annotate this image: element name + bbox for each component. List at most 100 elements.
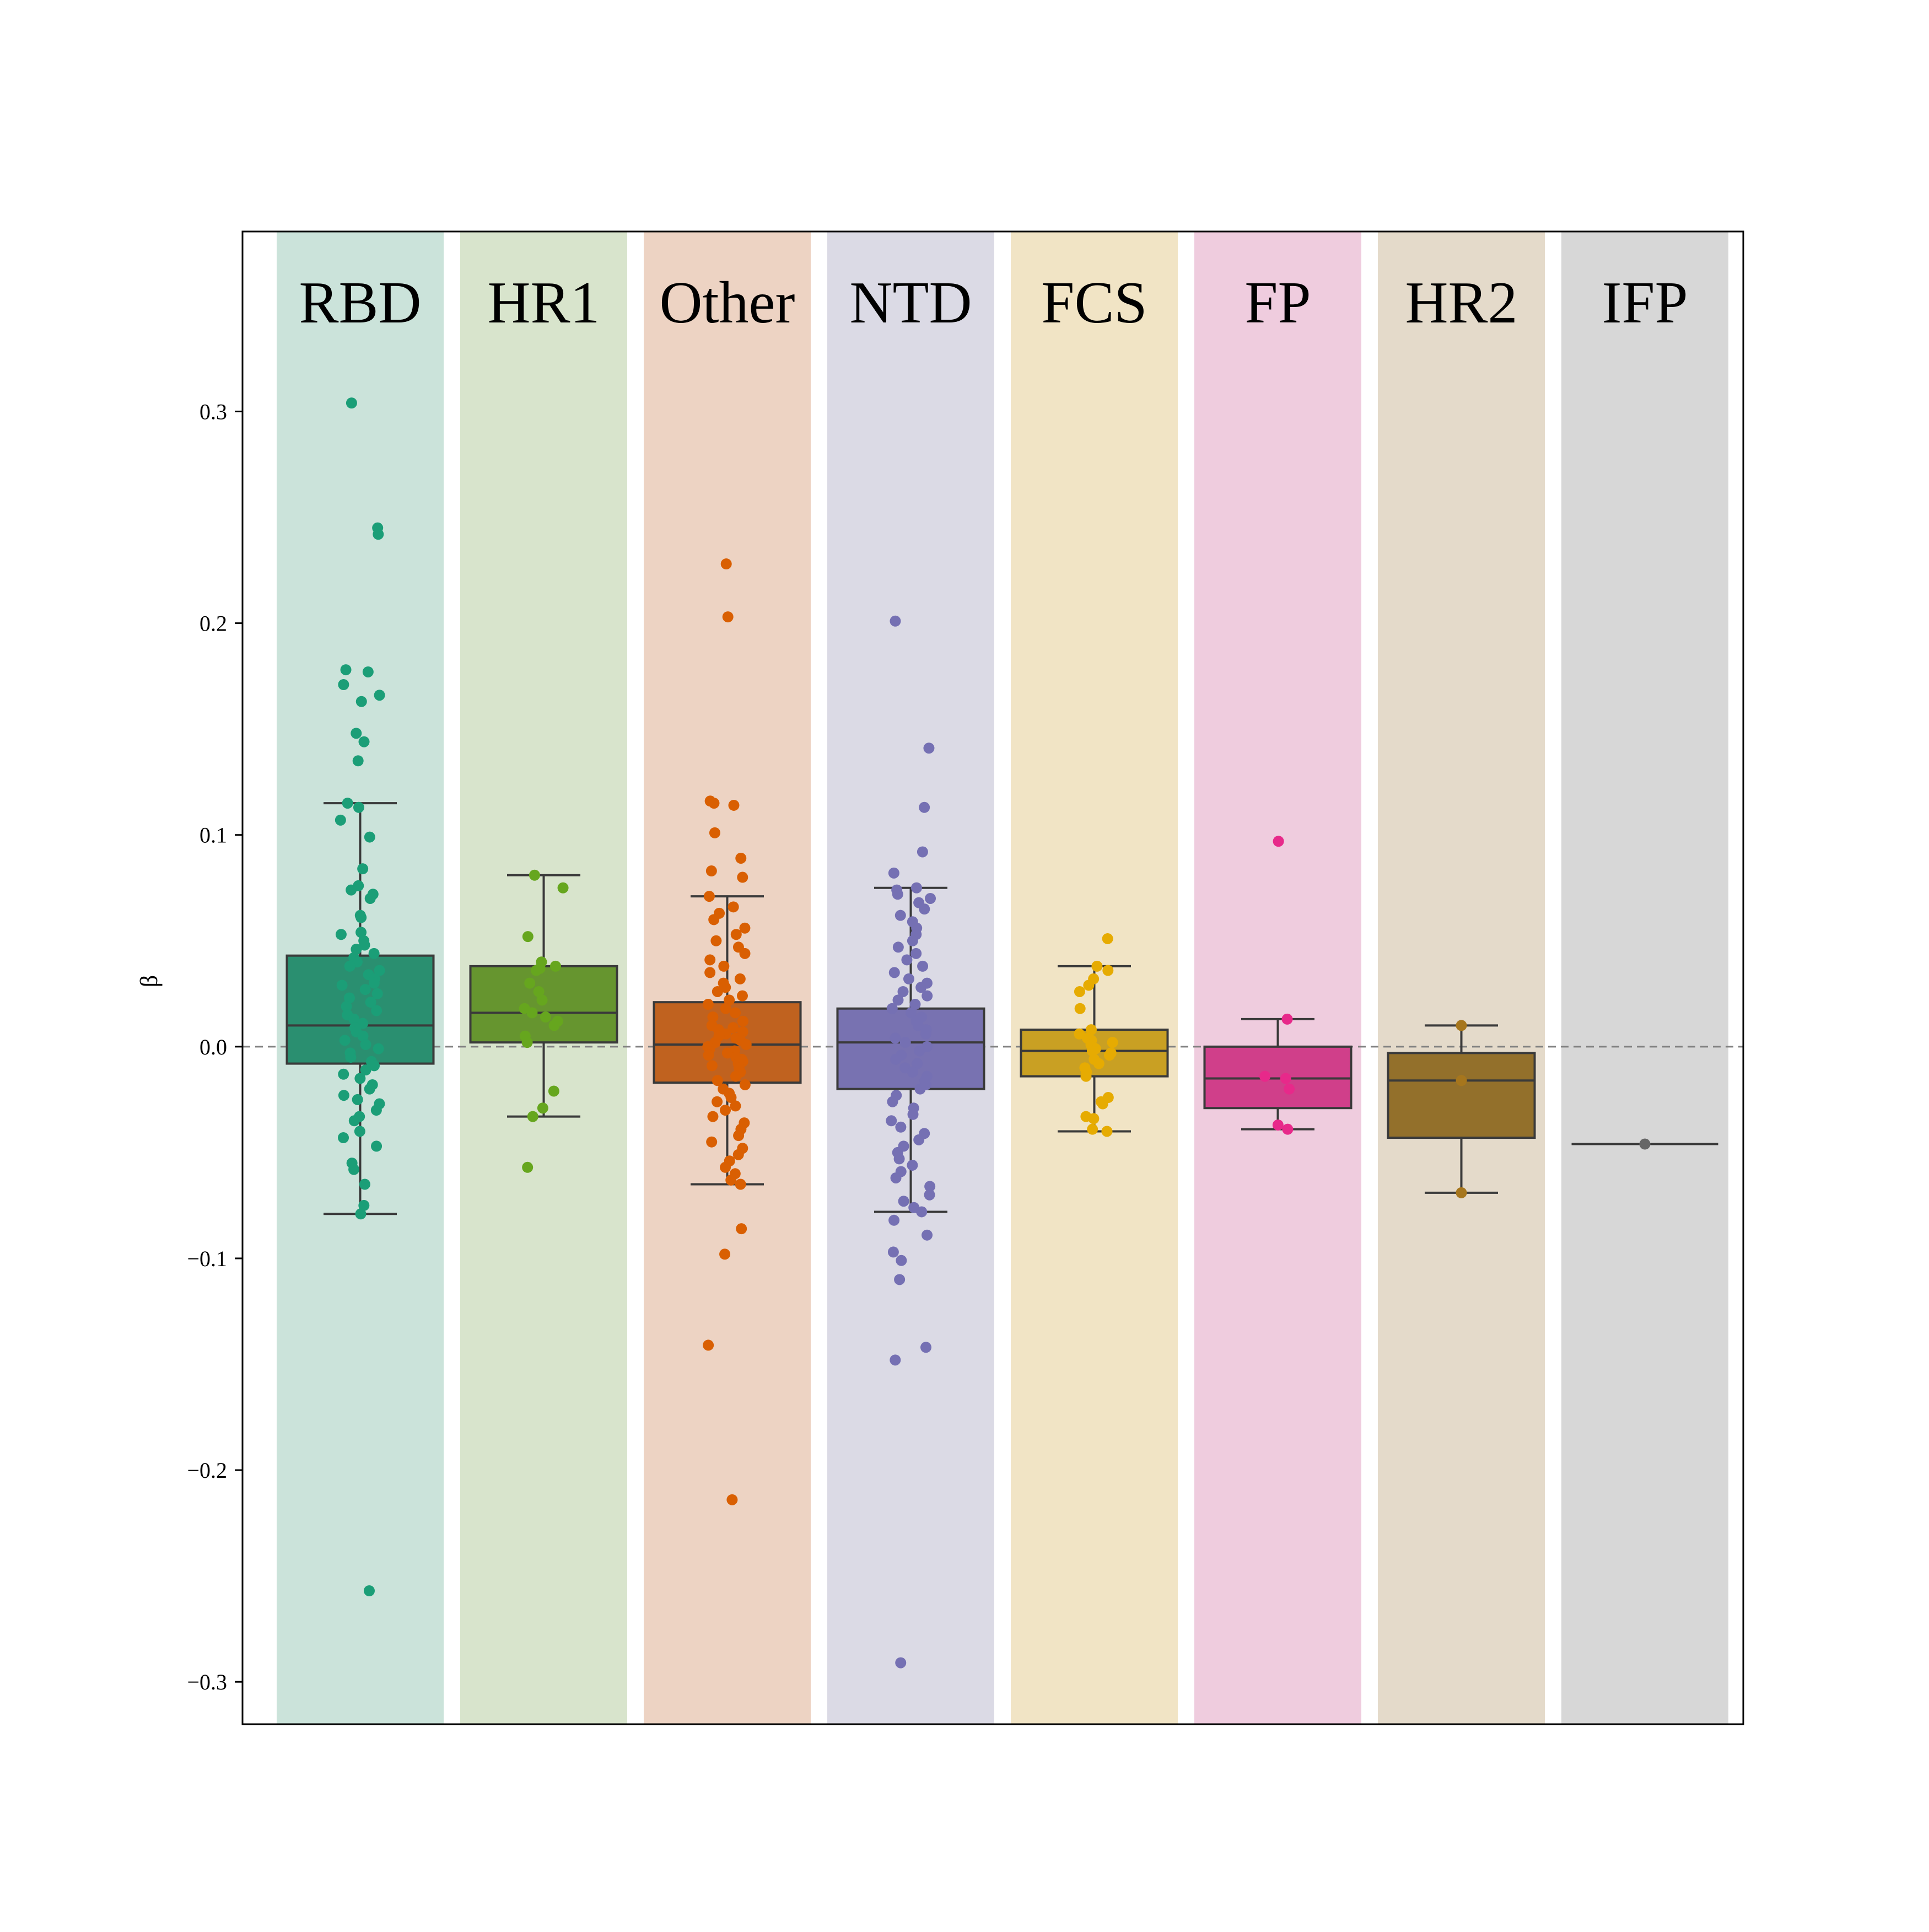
point-other: [704, 954, 716, 966]
point-fcs: [1074, 1028, 1085, 1040]
point-other: [704, 967, 716, 978]
point-fp: [1282, 1123, 1294, 1135]
point-rbd: [358, 736, 370, 747]
point-ntd: [887, 1246, 899, 1258]
point-fcs: [1097, 1098, 1108, 1110]
category-label-ifp: IFP: [1602, 270, 1688, 336]
point-rbd: [348, 1115, 360, 1127]
point-ntd: [907, 1066, 918, 1078]
point-rbd: [371, 1005, 382, 1016]
point-other: [706, 1060, 718, 1072]
category-label-hr2: HR2: [1405, 270, 1517, 336]
point-rbd: [351, 728, 362, 739]
point-ntd: [886, 1115, 897, 1127]
points-layer: [335, 397, 1651, 1669]
point-ntd: [923, 742, 935, 754]
point-fcs: [1093, 1058, 1104, 1069]
point-ntd: [914, 1083, 926, 1095]
points-fp: [1259, 836, 1295, 1135]
point-fcs: [1103, 1050, 1115, 1061]
point-fp: [1284, 1083, 1295, 1095]
point-ntd: [907, 935, 918, 946]
point-fcs: [1091, 960, 1103, 972]
point-rbd: [353, 801, 364, 813]
point-fcs: [1102, 965, 1114, 976]
y-tick-label: −0.2: [187, 1458, 227, 1483]
point-other: [706, 1136, 718, 1148]
point-rbd: [339, 1035, 351, 1046]
point-rbd: [336, 980, 348, 991]
point-rbd: [368, 977, 380, 989]
point-other: [712, 1075, 723, 1086]
point-rbd: [335, 814, 346, 826]
category-label-ntd: NTD: [850, 270, 972, 336]
point-other: [725, 1174, 737, 1186]
point-fcs: [1083, 980, 1095, 991]
point-other: [728, 1022, 739, 1034]
point-rbd: [352, 1094, 363, 1105]
point-hr1: [548, 1085, 559, 1097]
point-ntd: [895, 910, 906, 921]
point-other: [736, 990, 748, 1002]
point-other: [739, 922, 751, 934]
y-tick-label: 0.1: [200, 823, 227, 848]
point-other: [710, 935, 722, 946]
point-rbd: [364, 1083, 375, 1095]
point-rbd: [348, 1164, 360, 1175]
iqr-box-rbd: [285, 954, 435, 1065]
point-other: [737, 1015, 748, 1027]
point-fcs: [1088, 1113, 1100, 1124]
point-rbd: [373, 1043, 384, 1054]
box-fp: [1203, 1018, 1353, 1131]
category-label-fcs: FCS: [1041, 270, 1147, 336]
points-other: [702, 558, 752, 1505]
point-other: [707, 1111, 719, 1122]
point-other: [707, 1011, 719, 1023]
point-rbd: [355, 927, 367, 938]
point-other: [712, 1096, 723, 1107]
point-ntd: [899, 1037, 911, 1048]
point-fp: [1272, 1119, 1284, 1131]
point-other: [703, 1050, 714, 1061]
y-tick-label: 0.2: [200, 611, 227, 636]
point-ntd: [912, 1020, 924, 1031]
point-ntd: [893, 1153, 905, 1165]
point-ntd: [887, 1096, 898, 1107]
y-axis: −0.3 −0.2 −0.1 0.0 0.1 0.2 0.3: [187, 399, 243, 1694]
point-ntd: [888, 867, 899, 879]
point-ntd: [895, 1657, 907, 1669]
point-rbd: [370, 1105, 382, 1116]
point-rbd: [346, 397, 357, 409]
point-ntd: [892, 889, 903, 900]
point-rbd: [346, 884, 357, 896]
point-other: [703, 891, 715, 902]
point-hr1: [557, 882, 569, 894]
point-ntd: [924, 1189, 935, 1201]
point-ntd: [888, 1214, 900, 1226]
point-other: [724, 994, 735, 1006]
point-ntd: [924, 1181, 936, 1192]
point-ntd: [898, 1196, 909, 1207]
point-hr1: [522, 931, 534, 943]
point-other: [728, 799, 740, 811]
point-rbd: [355, 696, 367, 707]
point-other: [719, 1248, 731, 1260]
point-ntd: [914, 1045, 925, 1057]
point-rbd: [335, 929, 347, 940]
point-other: [728, 901, 739, 913]
point-rbd: [338, 1090, 349, 1101]
point-hr1: [548, 1020, 560, 1031]
point-ntd: [910, 882, 922, 894]
point-fp: [1259, 1070, 1271, 1082]
iqr-box-hr2: [1387, 1052, 1536, 1139]
point-other: [730, 1070, 741, 1082]
point-ntd: [890, 1354, 901, 1366]
point-fcs: [1086, 1045, 1098, 1057]
point-rbd: [341, 1000, 352, 1012]
point-ntd: [915, 982, 927, 993]
point-rbd: [359, 984, 371, 995]
point-other: [734, 973, 746, 984]
plot-frame: [241, 230, 1744, 1725]
point-rbd: [354, 1126, 365, 1137]
